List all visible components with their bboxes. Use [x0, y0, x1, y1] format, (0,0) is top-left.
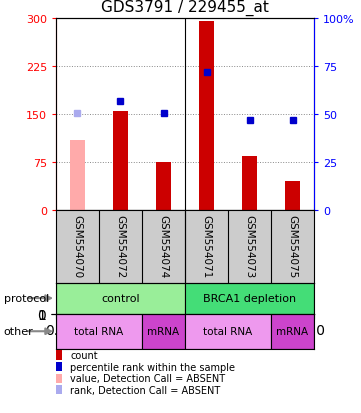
Bar [242, 156, 257, 211]
Bar [113, 112, 128, 211]
Text: percentile rank within the sample: percentile rank within the sample [70, 362, 235, 372]
Title: GDS3791 / 229455_at: GDS3791 / 229455_at [101, 0, 269, 16]
Text: mRNA: mRNA [277, 326, 309, 337]
Text: total RNA: total RNA [203, 326, 253, 337]
Bar [56, 314, 142, 349]
Bar [56, 283, 185, 314]
Bar [185, 283, 314, 314]
Text: protocol: protocol [4, 293, 49, 304]
Bar [271, 314, 314, 349]
Bar [70, 140, 85, 211]
Text: GSM554074: GSM554074 [158, 214, 169, 278]
Text: count: count [70, 350, 98, 360]
Text: GSM554070: GSM554070 [73, 214, 82, 277]
Text: value, Detection Call = ABSENT: value, Detection Call = ABSENT [70, 373, 226, 383]
Text: mRNA: mRNA [147, 326, 179, 337]
Bar [142, 314, 185, 349]
Text: total RNA: total RNA [74, 326, 123, 337]
Text: GSM554072: GSM554072 [116, 214, 126, 278]
Text: GSM554073: GSM554073 [244, 214, 255, 278]
Text: other: other [4, 326, 33, 337]
Text: control: control [101, 293, 140, 304]
Text: rank, Detection Call = ABSENT: rank, Detection Call = ABSENT [70, 385, 221, 395]
Bar [199, 22, 214, 211]
Text: BRCA1 depletion: BRCA1 depletion [203, 293, 296, 304]
Text: GSM554071: GSM554071 [201, 214, 212, 278]
Text: GSM554075: GSM554075 [288, 214, 297, 278]
Bar [185, 314, 271, 349]
Bar [285, 182, 300, 211]
Bar [156, 163, 171, 211]
